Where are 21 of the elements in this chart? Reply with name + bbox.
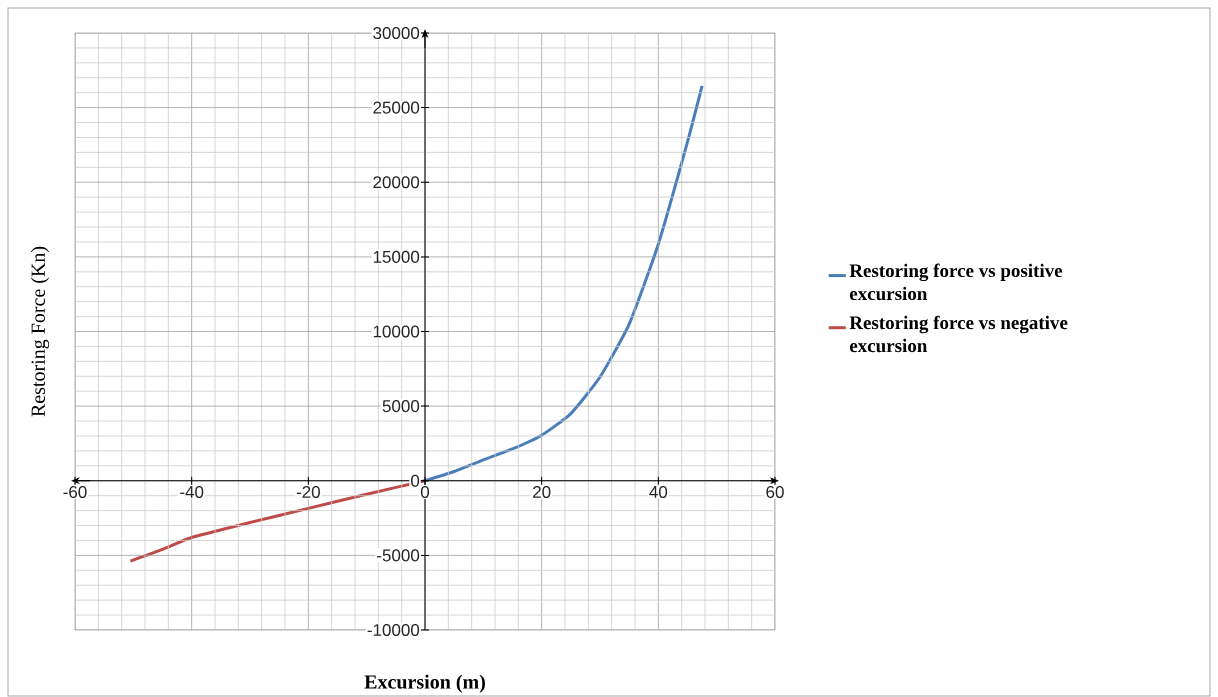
x-tick-label: 40: [649, 485, 668, 498]
y-tick-label: 25000: [373, 101, 420, 114]
x-tick-label: 60: [766, 485, 784, 498]
y-tick-label: -10000: [367, 623, 420, 637]
x-tick-label: -60: [63, 485, 87, 498]
y-axis-title: Restoring Force (Kn): [30, 246, 50, 417]
legend-label: Restoring force vs negative excursion: [849, 315, 1068, 353]
x-tick-label: -20: [296, 485, 320, 498]
legend-label: Restoring force vs positive excursion: [849, 263, 1063, 301]
y-tick-label: 30000: [373, 26, 420, 40]
y-tick-label: 20000: [373, 176, 420, 189]
x-tick-label: -40: [180, 485, 204, 498]
y-tick-label: -5000: [377, 549, 420, 562]
y-tick-label: 15000: [373, 250, 420, 263]
y-tick-label: 0: [411, 474, 420, 487]
x-tick-label: 0: [420, 485, 430, 498]
line-series: [423, 84, 704, 483]
y-tick-label: 10000: [373, 325, 420, 338]
x-axis-title: Excursion (m): [364, 674, 485, 693]
y-tick-label: 5000: [382, 400, 420, 413]
x-tick-label: 20: [533, 485, 551, 498]
